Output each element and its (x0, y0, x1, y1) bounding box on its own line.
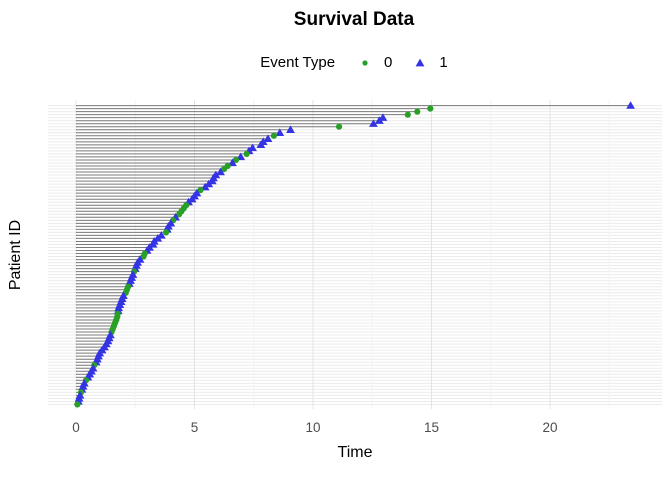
censor-point (335, 123, 343, 130)
legend-label-0: 0 (384, 54, 393, 71)
x-major-gridlines (75, 100, 551, 409)
censor-point (162, 229, 170, 236)
censor-point (414, 108, 421, 115)
event-point (263, 134, 273, 143)
event-point (275, 128, 285, 136)
circle-marker-icon (362, 59, 368, 66)
plot-title: Survival Data (293, 9, 415, 30)
censor-point (243, 150, 250, 158)
event-point (256, 140, 266, 149)
time-segments (76, 105, 631, 405)
event-markers (73, 101, 635, 408)
event-point (114, 303, 124, 312)
censor-point (175, 211, 183, 218)
censor-point (140, 253, 147, 260)
x-tick-labels: 0 5 10 15 20 (72, 420, 557, 435)
censor-point (427, 105, 434, 112)
x-tick-label: 15 (424, 420, 439, 435)
x-minor-gridlines (134, 100, 610, 409)
x-tick-label: 20 (542, 420, 557, 435)
x-axis-title: Time (337, 444, 373, 461)
event-point (286, 125, 295, 133)
event-point (216, 167, 225, 176)
x-tick-label: 0 (72, 420, 80, 435)
event-point (626, 101, 635, 109)
legend-title: Event Type (260, 54, 336, 71)
legend-label-1: 1 (439, 54, 448, 71)
legend-item-event: 1 (414, 54, 448, 71)
event-point (369, 119, 378, 127)
censor-point (197, 187, 204, 194)
censor-point (232, 156, 240, 164)
censor-point (74, 401, 81, 408)
censor-point (270, 132, 277, 139)
x-tick-label: 5 (191, 420, 199, 435)
censor-point (221, 165, 228, 173)
x-tick-label: 10 (305, 420, 320, 435)
triangle-marker-icon (415, 58, 425, 66)
event-point (374, 116, 384, 124)
legend: Event Type 0 1 (36, 54, 672, 71)
censor-point (404, 111, 411, 118)
legend-item-censored: 0 (359, 54, 392, 71)
